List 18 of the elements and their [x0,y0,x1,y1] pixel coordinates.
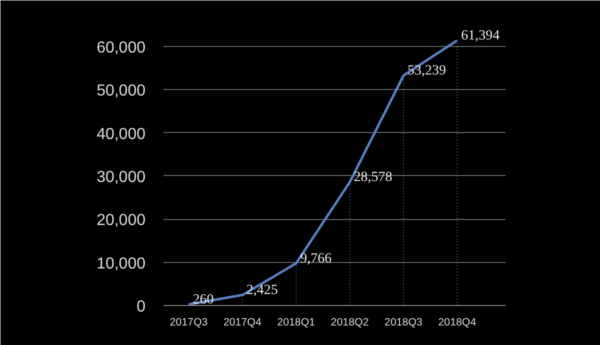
text: 28,578 [354,170,392,186]
y-tick-label: 30,000 [96,168,146,186]
text: 2,425 [246,283,278,298]
y-tick-label: 60,000 [96,39,146,56]
y-tick-label: 50,000 [96,82,146,100]
y-tick-label: 10,000 [96,255,146,272]
y-tick-label: 0 [136,298,146,316]
y-tick-label: 40,000 [96,126,146,143]
x-tick-label: 2017Q3 [170,316,208,328]
x-tick-label: 2018Q3 [384,316,423,328]
text: 53,239 [407,64,446,79]
x-tick-label: 2017Q4 [223,316,262,328]
y-tick-label: 20,000 [96,212,146,230]
x-tick-label: 2018Q1 [277,316,316,328]
x-tick-label: 2018Q4 [438,316,476,328]
text: 9,766 [300,251,332,266]
x-tick-label: 2018Q2 [330,316,369,328]
text: 61,394 [461,28,500,44]
